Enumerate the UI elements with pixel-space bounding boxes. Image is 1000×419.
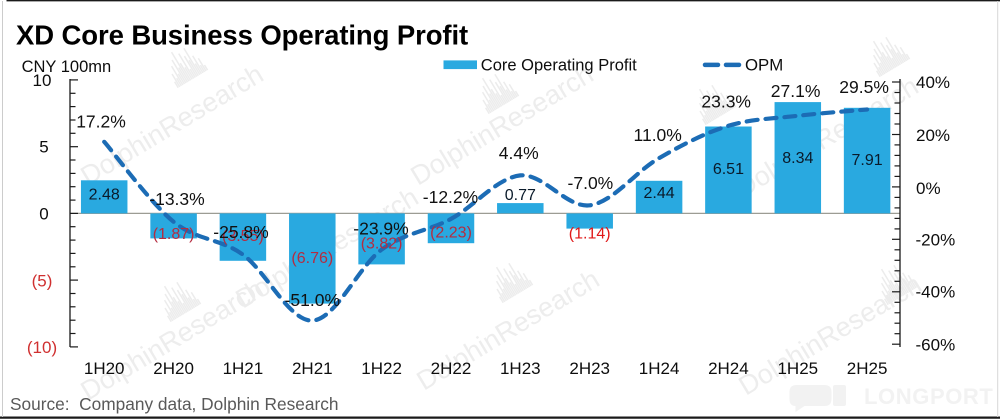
- svg-text:2H23: 2H23: [569, 359, 610, 378]
- svg-text:(3.55): (3.55): [222, 228, 264, 245]
- svg-text:2H25: 2H25: [847, 359, 888, 378]
- svg-text:17.2%: 17.2%: [76, 112, 126, 132]
- svg-text:(1.14): (1.14): [569, 226, 611, 243]
- svg-text:-25.8%: -25.8%: [213, 222, 268, 242]
- svg-text:20%: 20%: [916, 126, 950, 145]
- svg-text:23.3%: 23.3%: [701, 91, 751, 111]
- svg-text:1H24: 1H24: [639, 359, 680, 378]
- svg-text:0: 0: [39, 205, 48, 224]
- svg-text:4.4%: 4.4%: [499, 143, 539, 163]
- svg-text:2.48: 2.48: [89, 187, 120, 204]
- svg-text:2.44: 2.44: [644, 185, 675, 202]
- svg-text:6.51: 6.51: [713, 161, 744, 178]
- svg-text:-51.0%: -51.0%: [285, 290, 340, 310]
- svg-text:Source: Company data, Dolphin: Source: Company data, Dolphin Research: [10, 394, 339, 414]
- svg-text:OPM: OPM: [745, 55, 783, 74]
- svg-text:XD Core Business Operating Pro: XD Core Business Operating Profit: [16, 19, 468, 50]
- svg-text:2H21: 2H21: [292, 359, 333, 378]
- svg-text:1H25: 1H25: [777, 359, 818, 378]
- svg-text:1H23: 1H23: [500, 359, 541, 378]
- svg-text:1H20: 1H20: [84, 359, 125, 378]
- svg-text:LONGPORT: LONGPORT: [864, 384, 993, 409]
- svg-text:(10): (10): [27, 338, 57, 357]
- svg-text:-60%: -60%: [916, 335, 956, 354]
- svg-text:11.0%: 11.0%: [634, 125, 682, 145]
- svg-text:-12.2%: -12.2%: [423, 187, 478, 207]
- svg-text:29.5%: 29.5%: [839, 77, 889, 97]
- svg-text:(6.76): (6.76): [291, 250, 333, 267]
- svg-text:-23.9%: -23.9%: [353, 218, 408, 238]
- svg-text:(5): (5): [32, 271, 53, 290]
- svg-text:10: 10: [33, 71, 52, 90]
- svg-text:8.34: 8.34: [782, 150, 813, 167]
- svg-text:-20%: -20%: [916, 230, 956, 249]
- svg-text:7.91: 7.91: [852, 152, 883, 169]
- svg-text:5: 5: [39, 138, 48, 157]
- svg-text:40%: 40%: [916, 73, 950, 92]
- svg-text:(2.23): (2.23): [430, 225, 472, 242]
- svg-text:2H24: 2H24: [708, 359, 749, 378]
- svg-text:0%: 0%: [916, 179, 941, 198]
- svg-text:-13.3%: -13.3%: [149, 189, 204, 209]
- svg-text:-7.0%: -7.0%: [568, 173, 614, 193]
- svg-text:1H22: 1H22: [361, 359, 402, 378]
- svg-text:-40%: -40%: [916, 282, 956, 301]
- svg-text:(1.87): (1.87): [153, 226, 195, 243]
- svg-text:(3.82): (3.82): [361, 236, 403, 253]
- svg-text:27.1%: 27.1%: [771, 81, 821, 101]
- svg-text:0.77: 0.77: [505, 187, 536, 204]
- svg-text:2H22: 2H22: [431, 359, 472, 378]
- svg-text:1H21: 1H21: [223, 359, 264, 378]
- svg-text:Core Operating Profit: Core Operating Profit: [481, 56, 637, 74]
- svg-text:2H20: 2H20: [153, 359, 194, 378]
- svg-text:CNY 100mn: CNY 100mn: [22, 58, 112, 76]
